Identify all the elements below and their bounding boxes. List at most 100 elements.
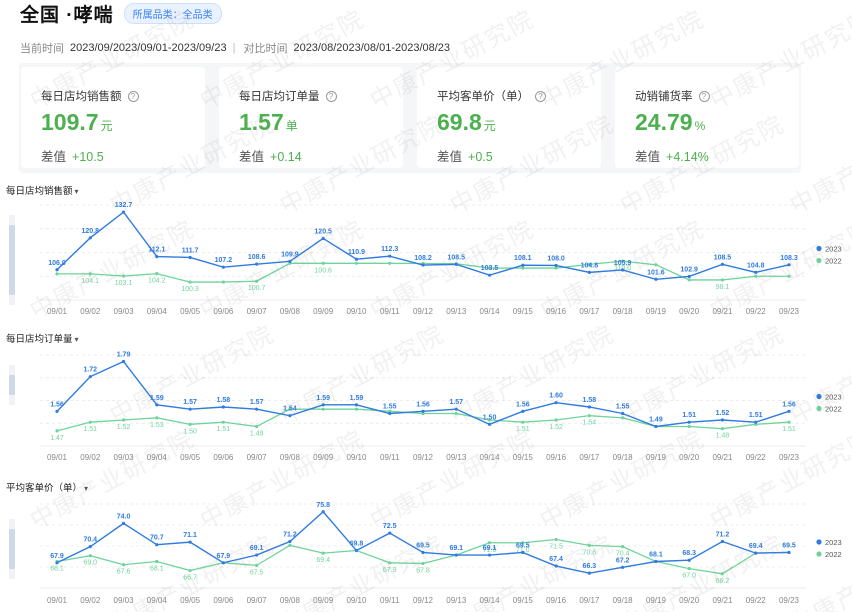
data-label-2023: 69.4 bbox=[749, 543, 763, 550]
data-point-2023 bbox=[487, 553, 492, 557]
data-label-2023: 69.1 bbox=[449, 545, 463, 552]
caret-down-icon: ▾ bbox=[74, 335, 79, 344]
x-tick-label: 09/06 bbox=[213, 307, 234, 316]
x-tick-label: 09/14 bbox=[480, 453, 501, 462]
data-label-2023: 75.8 bbox=[316, 502, 330, 509]
data-label-2022: 1.54 bbox=[583, 420, 597, 427]
help-circle-icon[interactable]: ? bbox=[127, 90, 139, 102]
data-label-2022: 71.0 bbox=[516, 547, 530, 554]
x-tick-label: 09/22 bbox=[746, 307, 767, 316]
kpi-card-distribution: 动销铺货率? 24.79% 差值 +4.14% bbox=[615, 67, 799, 168]
data-label-2023: 108.2 bbox=[414, 255, 432, 262]
data-label-2023: 1.58 bbox=[583, 397, 597, 404]
data-label-2022: 100.6 bbox=[314, 267, 332, 274]
x-tick-label: 09/22 bbox=[746, 453, 767, 462]
data-label-2023: 69.5 bbox=[782, 542, 796, 549]
x-tick-label: 09/10 bbox=[346, 453, 367, 462]
legend-label-2022: 2022 bbox=[825, 405, 842, 414]
data-point-2023 bbox=[155, 543, 159, 547]
x-tick-label: 09/08 bbox=[280, 307, 301, 316]
data-label-2023: 1.52 bbox=[716, 410, 730, 417]
page-title: 全国 ·哮喘 bbox=[20, 4, 114, 26]
category-badge[interactable]: 所属品类：全品类 bbox=[123, 2, 222, 24]
data-point-2022 bbox=[720, 427, 725, 431]
data-point-2023 bbox=[55, 268, 59, 272]
data-point-2023 bbox=[55, 561, 59, 565]
data-label-2023: 71.1 bbox=[183, 532, 197, 539]
data-point-2023 bbox=[221, 265, 225, 269]
x-tick-label: 09/09 bbox=[313, 307, 334, 316]
help-circle-icon[interactable]: ? bbox=[535, 90, 546, 102]
data-point-2023 bbox=[155, 255, 159, 259]
data-point-2022 bbox=[421, 561, 425, 566]
data-label-2023: 70.4 bbox=[83, 537, 97, 544]
data-label-2022: 70.4 bbox=[616, 551, 630, 558]
data-point-2022 bbox=[354, 261, 359, 265]
x-tick-label: 09/09 bbox=[313, 453, 334, 462]
data-label-2023: 68.1 bbox=[649, 552, 663, 559]
data-point-2023 bbox=[754, 420, 758, 424]
data-point-2022 bbox=[521, 420, 525, 424]
zoom-slider-handle bbox=[9, 529, 15, 569]
x-tick-label: 09/18 bbox=[613, 307, 634, 316]
x-tick-label: 09/19 bbox=[646, 307, 667, 316]
data-point-2023 bbox=[221, 561, 225, 565]
x-tick-label: 09/03 bbox=[114, 453, 135, 462]
data-label-2023: 111.7 bbox=[182, 247, 199, 254]
x-tick-label: 09/19 bbox=[646, 596, 667, 605]
data-label-2022: 1.51 bbox=[782, 426, 796, 433]
x-tick-label: 09/05 bbox=[180, 453, 201, 462]
chart-orders: 09/01 09/02 09/03 09/04 09/05 09/06 09/07 09/08… bbox=[9, 352, 842, 462]
compare-time-value: 2023/08/2023/08/01-2023/08/23 bbox=[293, 42, 451, 54]
data-point-2023 bbox=[621, 565, 625, 569]
x-tick-label: 09/07 bbox=[247, 596, 268, 605]
x-tick-label: 09/11 bbox=[380, 596, 400, 605]
kpi-diff: 差值 +10.5 bbox=[41, 150, 104, 164]
x-tick-label: 09/11 bbox=[380, 307, 400, 316]
data-point-2023 bbox=[221, 405, 225, 409]
data-label-2023: 67.9 bbox=[217, 553, 231, 560]
data-point-2023 bbox=[121, 210, 126, 214]
data-point-2022 bbox=[554, 266, 558, 270]
x-tick-label: 09/01 bbox=[47, 596, 68, 605]
data-label-2023: 1.79 bbox=[117, 352, 131, 359]
data-label-2022: 67.0 bbox=[682, 573, 696, 580]
data-label-2023: 69.5 bbox=[516, 542, 530, 549]
data-point-2022 bbox=[221, 420, 225, 424]
chart-title-orders[interactable]: 每日店均订单量 ▾ bbox=[6, 334, 79, 345]
data-point-2022 bbox=[787, 420, 791, 424]
data-point-2023 bbox=[388, 531, 392, 535]
x-tick-label: 09/07 bbox=[247, 453, 268, 462]
help-circle-icon[interactable]: ? bbox=[698, 90, 710, 102]
data-point-2022 bbox=[88, 420, 92, 424]
x-tick-label: 09/23 bbox=[779, 453, 800, 462]
legend-label-2023: 2023 bbox=[825, 393, 842, 402]
legend-marker-2022 bbox=[816, 257, 822, 264]
data-point-2022 bbox=[388, 561, 392, 565]
kpi-label: 每日店均销售额? bbox=[41, 88, 139, 104]
data-point-2022 bbox=[321, 551, 325, 555]
data-label-2023: 1.56 bbox=[516, 401, 530, 408]
data-point-2022 bbox=[188, 280, 192, 284]
data-point-2022 bbox=[121, 418, 126, 422]
data-label-2022: 70.6 bbox=[583, 549, 597, 556]
chart-title-avg-price[interactable]: 平均客单价（单） ▾ bbox=[6, 483, 89, 494]
data-point-2022 bbox=[155, 416, 159, 420]
data-label-2023: 103.5 bbox=[481, 265, 499, 272]
current-time-label: 当前时间 bbox=[20, 43, 64, 55]
data-label-2023: 108.5 bbox=[448, 254, 466, 261]
kpi-card-orders: 每日店均订单量? 1.57 单 差值 +0.14 bbox=[219, 67, 403, 168]
kpi-card-avg-price: 平均客单价（单）? 69.8 元 差值 +0.5 bbox=[417, 67, 601, 168]
chart-title-sales[interactable]: 每日店均销售额 ▾ bbox=[6, 186, 79, 197]
x-tick-label: 09/05 bbox=[180, 596, 201, 605]
data-point-2022 bbox=[621, 259, 625, 263]
data-label-2022: 104.1 bbox=[82, 278, 100, 285]
kpi-diff: 差值 +0.14 bbox=[239, 150, 302, 164]
help-circle-icon[interactable]: ? bbox=[325, 90, 337, 102]
data-point-2022 bbox=[188, 422, 192, 426]
data-label-2023: 1.56 bbox=[50, 401, 64, 408]
data-point-2022 bbox=[587, 262, 591, 266]
data-point-2023 bbox=[388, 411, 392, 416]
kpi-value: 24.79% bbox=[635, 109, 706, 135]
current-time-value: 2023/09/2023/09/01-2023/09/23 bbox=[70, 42, 227, 54]
